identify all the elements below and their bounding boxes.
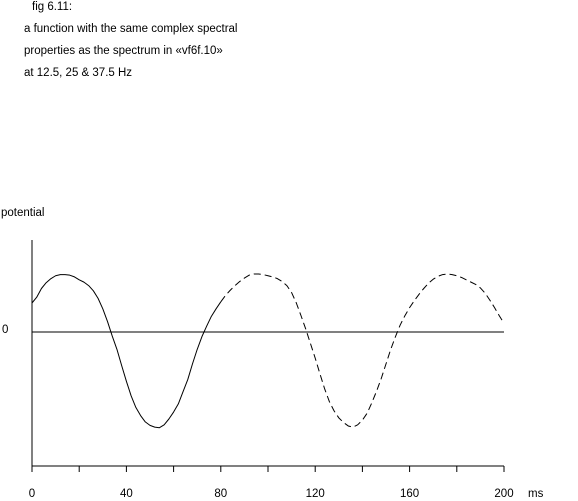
series-line-1 (31, 274, 222, 429)
x-tick-label: 40 (120, 488, 133, 500)
x-axis-unit-label: ms (528, 488, 544, 500)
caption-line-1: a function with the same complex spectra… (24, 23, 238, 35)
x-tick-label: 200 (494, 488, 513, 500)
x-tick-label: 120 (306, 488, 325, 500)
x-tick-labels: 0 40 80 120 160 200 (29, 488, 514, 500)
x-tick-label: 160 (400, 488, 419, 500)
zero-label: 0 (2, 324, 8, 336)
figure-number: fig 6.11: (32, 1, 73, 13)
x-tick-label: 0 (29, 488, 35, 500)
series-group (31, 273, 505, 429)
x-ticks (31, 466, 505, 472)
axes (31, 240, 504, 467)
caption-line-3: at 12.5, 25 & 37.5 Hz (24, 67, 133, 79)
y-axis-label: potential (1, 207, 44, 219)
series-line-2 (220, 273, 505, 428)
x-tick-label: 80 (214, 488, 227, 500)
caption-line-2: properties as the spectrum in «vf6f.10» (24, 45, 223, 57)
